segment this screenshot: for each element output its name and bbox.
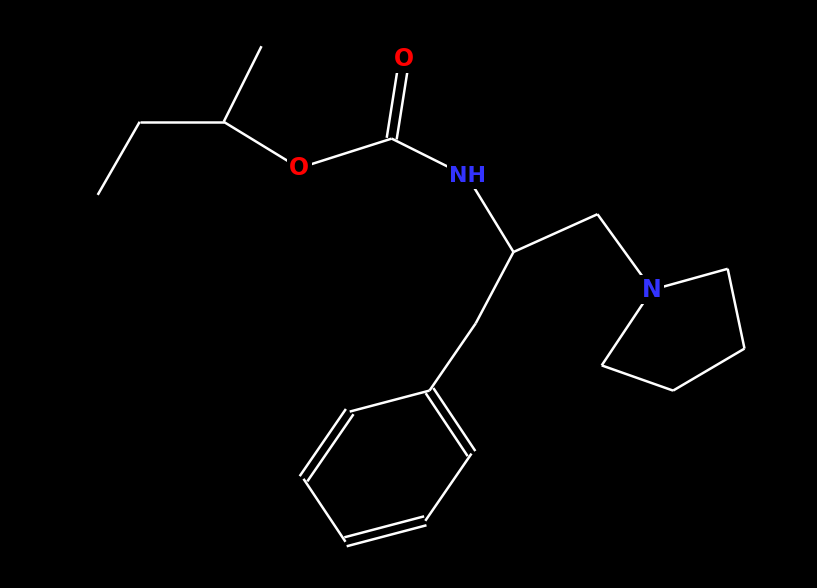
Text: O: O — [395, 47, 414, 71]
Text: NH: NH — [449, 166, 486, 186]
Text: O: O — [289, 156, 310, 180]
Text: N: N — [642, 278, 662, 302]
